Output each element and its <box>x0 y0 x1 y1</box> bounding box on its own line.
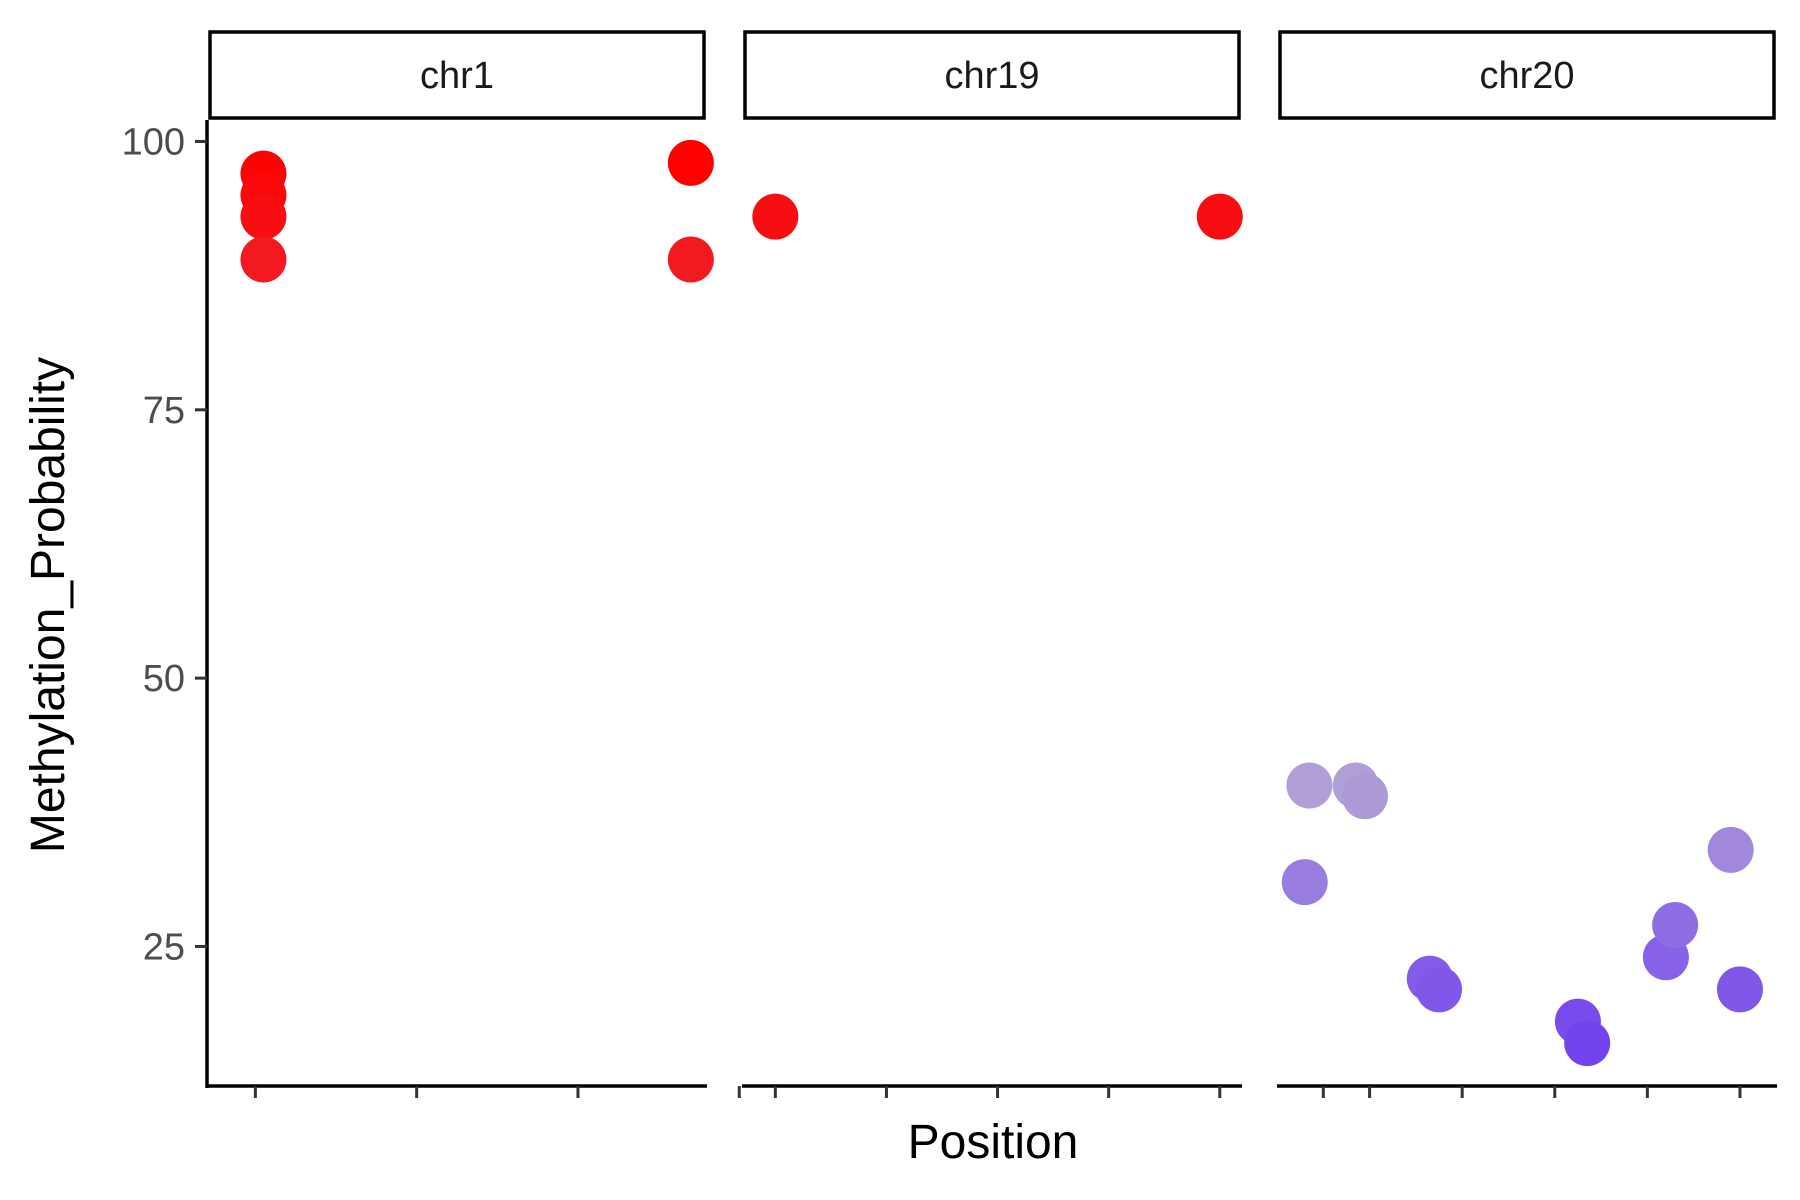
y-tick-label: 25 <box>143 926 185 968</box>
facet-strip <box>1278 30 1776 120</box>
y-axis: 25 50 75 100 <box>122 120 209 1088</box>
data-point <box>752 193 799 240</box>
data-point <box>667 139 714 186</box>
data-point <box>240 236 287 283</box>
y-tick-label: 75 <box>143 390 185 432</box>
facet-panels: chr1 chr19 chr20 <box>207 30 1777 1098</box>
data-point <box>1286 762 1333 809</box>
facet-panel-chr1: chr1 <box>207 30 741 1098</box>
facet-strip <box>743 30 1241 120</box>
x-axis-title: Position <box>908 1116 1079 1169</box>
data-point <box>1281 859 1328 906</box>
facet-strip-label: chr19 <box>944 55 1039 97</box>
y-tick-label: 100 <box>122 121 185 163</box>
data-point <box>1564 1020 1611 1067</box>
y-axis-title: Methylation_Probability <box>22 357 75 853</box>
facet-strip-label: chr20 <box>1479 55 1574 97</box>
data-point <box>1707 826 1754 873</box>
data-point <box>1196 193 1243 240</box>
facet-strip <box>208 30 706 120</box>
y-tick-label: 50 <box>143 658 185 700</box>
data-point <box>1716 966 1763 1013</box>
facet-panel-chr20: chr20 <box>1277 30 1777 1098</box>
facet-strip-label: chr1 <box>420 55 494 97</box>
data-point <box>667 236 714 283</box>
data-point <box>1341 773 1388 820</box>
facet-panel-chr19: chr19 <box>742 30 1243 1098</box>
data-point <box>1652 902 1699 948</box>
data-point <box>240 193 287 240</box>
data-point <box>1416 966 1463 1013</box>
